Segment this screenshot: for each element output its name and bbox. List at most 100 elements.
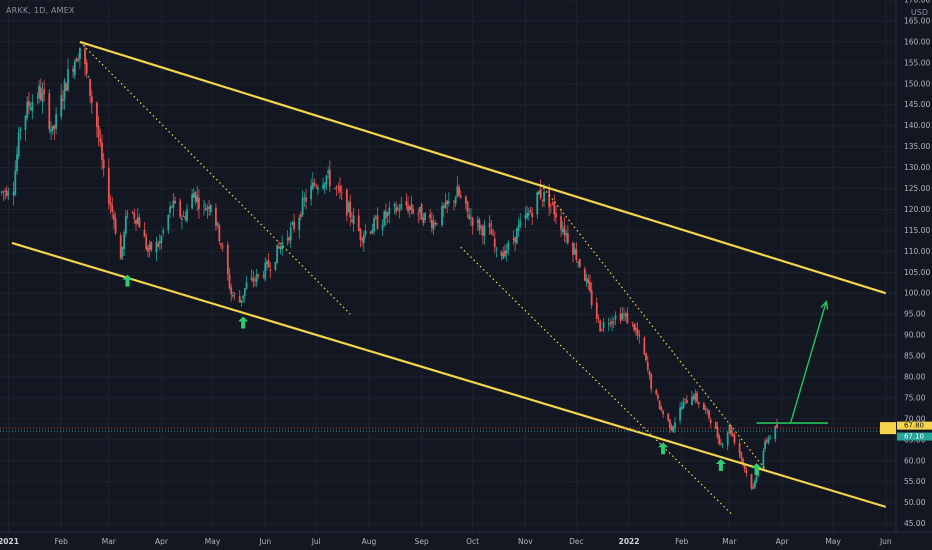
current-price-label: 67.10 bbox=[904, 433, 924, 441]
channel-line[interactable] bbox=[11, 241, 887, 508]
support-arrow-icon[interactable] bbox=[751, 463, 762, 476]
candle-body bbox=[765, 440, 768, 442]
candle-body bbox=[643, 337, 646, 355]
candle-body bbox=[587, 279, 590, 284]
x-tick-label: Apr bbox=[155, 537, 169, 546]
candle-body bbox=[631, 322, 634, 323]
symbol-header[interactable]: ARKK, 1D, AMEX bbox=[6, 6, 75, 15]
support-arrow-icon[interactable] bbox=[658, 442, 669, 455]
x-axis-ticks: 2021 Feb Mar Apr May Jun Jul Aug Sep Oct Nov Dec 202… bbox=[0, 537, 892, 546]
candle-body bbox=[691, 396, 693, 406]
dotted-trend-line[interactable] bbox=[79, 41, 351, 315]
price-tags: 67.80 67.10 bbox=[880, 421, 932, 441]
candle-body bbox=[335, 187, 338, 189]
candle-body bbox=[7, 193, 10, 195]
candle-body bbox=[281, 242, 284, 250]
candle-body bbox=[471, 217, 474, 226]
candle-body bbox=[267, 260, 270, 268]
candle-body bbox=[369, 232, 372, 234]
candle-body bbox=[75, 59, 78, 62]
y-tick-label: 95.00 bbox=[904, 310, 926, 319]
candle-body bbox=[742, 458, 744, 464]
y-tick-label: 125.00 bbox=[904, 184, 930, 193]
currency-label: USD bbox=[910, 8, 928, 17]
up-arrow-icon bbox=[715, 458, 726, 471]
candle-body bbox=[357, 215, 360, 231]
candle-body bbox=[337, 186, 340, 188]
candle-body bbox=[529, 210, 532, 213]
candle-body bbox=[347, 203, 350, 213]
candle-body bbox=[206, 207, 209, 210]
y-tick-label: 115.00 bbox=[904, 226, 930, 235]
price-scale[interactable] bbox=[896, 0, 932, 550]
candle-body bbox=[702, 403, 705, 410]
candle-body bbox=[243, 288, 246, 296]
candle-body bbox=[614, 315, 617, 320]
candle-body bbox=[470, 217, 472, 219]
candle-body bbox=[745, 469, 748, 474]
candle-body bbox=[145, 236, 148, 249]
y-tick-label: 165.00 bbox=[904, 16, 930, 25]
candle-body bbox=[310, 185, 313, 200]
candle-body bbox=[38, 85, 41, 99]
candle-body bbox=[209, 205, 212, 213]
candle-body bbox=[155, 242, 158, 253]
candle-body bbox=[767, 438, 770, 443]
candle-body bbox=[192, 192, 195, 198]
candle-body bbox=[655, 389, 658, 394]
candle-body bbox=[468, 214, 471, 220]
candle-body bbox=[101, 142, 103, 160]
candle-body bbox=[769, 437, 772, 439]
candle-body bbox=[16, 154, 18, 172]
candle-body bbox=[14, 170, 17, 195]
candle-body bbox=[362, 234, 365, 244]
candle-body bbox=[55, 113, 58, 129]
candle-body bbox=[434, 223, 437, 225]
candle-body bbox=[493, 238, 496, 248]
candle-body bbox=[400, 203, 403, 210]
candle-body bbox=[679, 407, 681, 421]
candle-body bbox=[150, 241, 153, 251]
candle-body bbox=[232, 294, 234, 297]
support-arrow-icon[interactable] bbox=[238, 316, 249, 329]
candle-body bbox=[264, 262, 267, 280]
candle-body bbox=[612, 321, 615, 323]
candle-body bbox=[680, 406, 683, 410]
channel-line[interactable] bbox=[79, 40, 887, 295]
candle-body bbox=[483, 225, 486, 236]
y-tick-label: 55.00 bbox=[904, 477, 926, 486]
candle-body bbox=[682, 401, 685, 409]
candle-body bbox=[589, 282, 591, 292]
candle-body bbox=[386, 212, 389, 217]
candle-body bbox=[72, 68, 75, 72]
x-tick-label: Jun bbox=[258, 537, 271, 546]
candle-body bbox=[208, 206, 211, 209]
candle-body bbox=[464, 196, 467, 204]
candle-body bbox=[102, 159, 105, 168]
candle-body bbox=[77, 58, 80, 61]
candle-body bbox=[126, 213, 129, 215]
candle-body bbox=[730, 425, 732, 435]
annotations[interactable] bbox=[122, 274, 829, 476]
y-tick-label: 70.00 bbox=[904, 414, 926, 423]
candle-body bbox=[226, 244, 229, 275]
candle-body bbox=[351, 219, 353, 222]
projection-arrow[interactable] bbox=[789, 301, 827, 424]
dotted-trend-line[interactable] bbox=[540, 183, 769, 474]
x-tick-label: Jul bbox=[311, 537, 321, 546]
support-arrow-icon[interactable] bbox=[715, 458, 726, 471]
candle-body bbox=[158, 241, 161, 244]
candle-body bbox=[5, 190, 8, 196]
candle-body bbox=[481, 226, 484, 236]
candle-body bbox=[395, 207, 398, 212]
candle-body bbox=[670, 426, 673, 431]
up-arrow-icon bbox=[658, 442, 669, 455]
dotted-trend-line[interactable] bbox=[460, 246, 734, 516]
candle-body bbox=[39, 87, 42, 100]
candle-body bbox=[266, 261, 268, 265]
candle-body bbox=[697, 401, 700, 405]
support-arrow-icon[interactable] bbox=[122, 274, 133, 287]
candle-body bbox=[408, 206, 411, 210]
trend-lines[interactable] bbox=[0, 40, 896, 516]
